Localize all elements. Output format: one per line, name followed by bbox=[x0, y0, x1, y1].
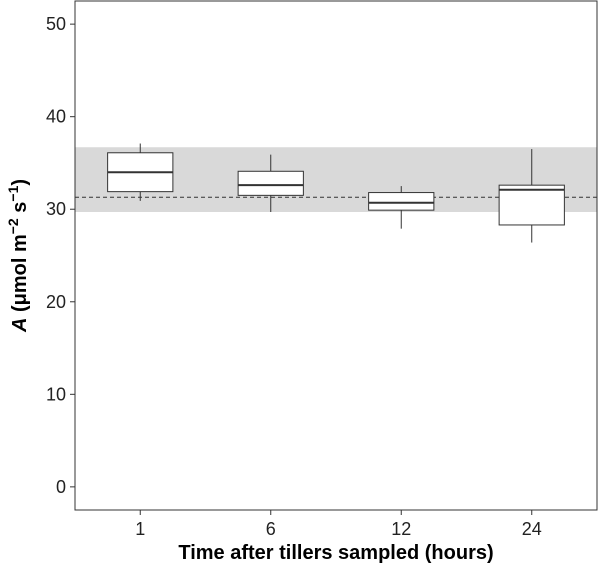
y-axis-title-unit-part2: s bbox=[9, 202, 31, 219]
y-axis: 0 10 20 30 40 50 bbox=[46, 14, 75, 497]
x-axis: 1 6 12 24 bbox=[135, 510, 542, 539]
y-tick-label: 40 bbox=[46, 107, 66, 127]
y-axis-title-unit-part1: (μmol m bbox=[9, 234, 31, 317]
y-axis-title-exponent1: −2 bbox=[5, 218, 21, 234]
box-group-6 bbox=[237, 154, 304, 213]
box-group-1 bbox=[107, 143, 174, 201]
x-tick-label: 1 bbox=[135, 519, 145, 539]
box-group-24 bbox=[498, 149, 565, 243]
y-tick-label: 50 bbox=[46, 14, 66, 34]
boxes-layer bbox=[107, 143, 565, 243]
box-group-12 bbox=[368, 186, 435, 229]
x-axis-title: Time after tillers sampled (hours) bbox=[178, 542, 493, 564]
x-tick-label: 6 bbox=[266, 519, 276, 539]
y-axis-title-unit-part3: ) bbox=[9, 179, 31, 186]
y-tick-label: 30 bbox=[46, 199, 66, 219]
plot-frame bbox=[74, 0, 598, 511]
y-axis-title: A (μmol m−2 s−1) bbox=[5, 179, 31, 333]
x-tick-label: 24 bbox=[522, 519, 542, 539]
y-tick-label: 10 bbox=[46, 384, 66, 404]
y-tick-label: 20 bbox=[46, 292, 66, 312]
x-tick-label: 12 bbox=[391, 519, 411, 539]
y-axis-title-exponent2: −1 bbox=[5, 185, 21, 201]
box bbox=[368, 192, 435, 211]
box bbox=[237, 170, 304, 196]
box bbox=[498, 184, 565, 226]
y-axis-title-symbol: A bbox=[9, 318, 31, 333]
y-tick-label: 0 bbox=[56, 477, 66, 497]
